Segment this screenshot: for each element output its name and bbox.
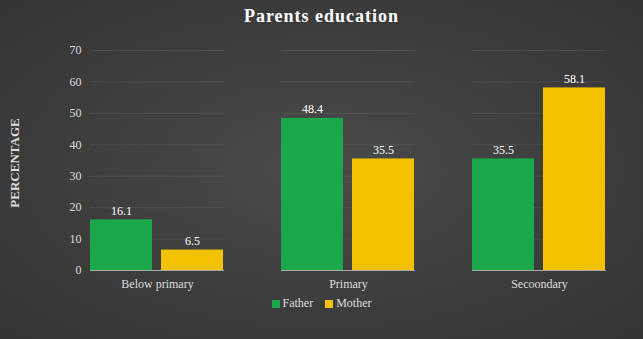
svg-text:6.5: 6.5 bbox=[185, 234, 200, 248]
svg-text:10: 10 bbox=[70, 232, 82, 246]
html-text:PERCENTAGE: PERCENTAGE bbox=[7, 118, 22, 208]
svg-text:40: 40 bbox=[70, 138, 82, 152]
svg-text:Primary: Primary bbox=[329, 277, 368, 291]
svg-text:58.1: 58.1 bbox=[564, 72, 585, 86]
svg-text:0: 0 bbox=[76, 263, 82, 277]
svg-text:60: 60 bbox=[70, 75, 82, 89]
svg-text:35.5: 35.5 bbox=[493, 143, 514, 157]
svg-text:50: 50 bbox=[70, 106, 82, 120]
svg-text:20: 20 bbox=[70, 200, 82, 214]
svg-text:30: 30 bbox=[70, 169, 82, 183]
svg-text:Secoondary: Secoondary bbox=[511, 277, 568, 291]
svg-text:Below primary: Below primary bbox=[121, 277, 193, 291]
svg-text:48.4: 48.4 bbox=[302, 102, 323, 116]
svg-text:70: 70 bbox=[70, 43, 82, 57]
html-text:Mother: Mother bbox=[336, 296, 372, 310]
html-text:Parents education: Parents education bbox=[243, 6, 400, 26]
svg-text:35.5: 35.5 bbox=[373, 143, 394, 157]
html-text:Father: Father bbox=[282, 296, 314, 310]
svg-text:16.1: 16.1 bbox=[111, 204, 132, 218]
